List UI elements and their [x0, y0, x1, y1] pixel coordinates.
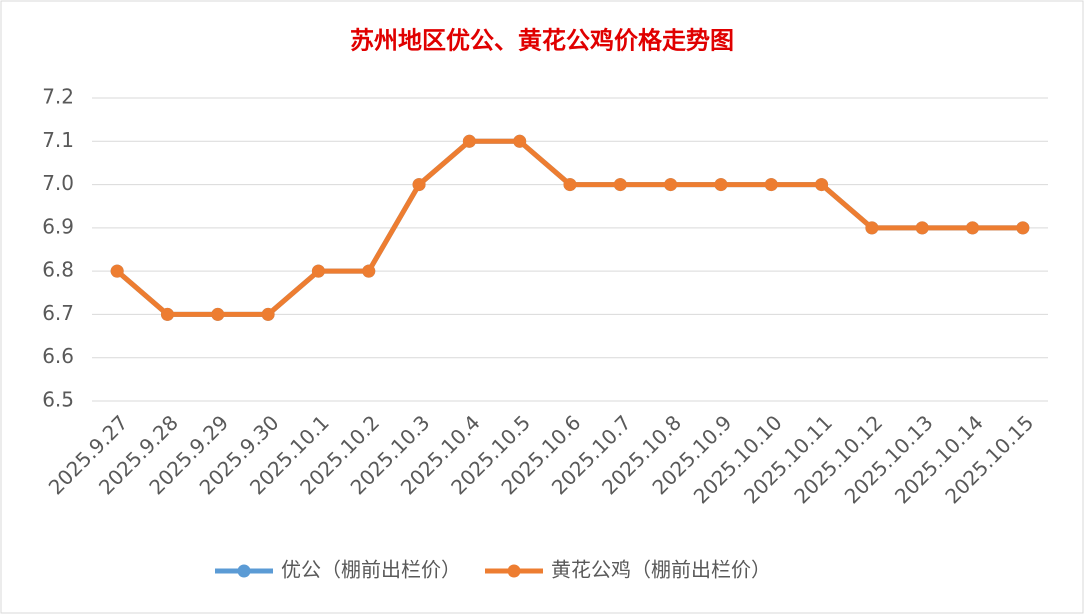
marker: [110, 264, 124, 278]
marker: [613, 178, 627, 192]
marker: [160, 307, 174, 321]
y-tick-label: 7.2: [42, 85, 74, 109]
legend-marker: [237, 564, 251, 578]
y-tick-label: 6.6: [42, 344, 74, 368]
legend-label: 黄花公鸡（棚前出栏价）: [551, 558, 771, 582]
chart-title: 苏州地区优公、黄花公鸡价格走势图: [350, 26, 734, 55]
marker: [261, 307, 275, 321]
y-tick-label: 6.9: [42, 214, 74, 238]
marker: [311, 264, 325, 278]
legend-marker: [507, 564, 521, 578]
marker: [563, 178, 577, 192]
y-tick-label: 6.7: [42, 301, 74, 325]
marker: [513, 134, 527, 148]
marker: [764, 178, 778, 192]
marker: [462, 134, 476, 148]
marker: [362, 264, 376, 278]
y-tick-label: 6.5: [42, 388, 74, 412]
y-tick-label: 7.0: [42, 171, 74, 195]
marker: [966, 221, 980, 235]
marker: [865, 221, 879, 235]
legend-label: 优公（棚前出栏价）: [281, 558, 461, 582]
y-tick-label: 7.1: [42, 128, 74, 152]
marker: [1016, 221, 1030, 235]
marker: [211, 307, 225, 321]
marker: [915, 221, 929, 235]
marker: [412, 178, 426, 192]
marker: [714, 178, 728, 192]
marker: [815, 178, 829, 192]
marker: [664, 178, 678, 192]
y-tick-label: 6.8: [42, 258, 74, 282]
